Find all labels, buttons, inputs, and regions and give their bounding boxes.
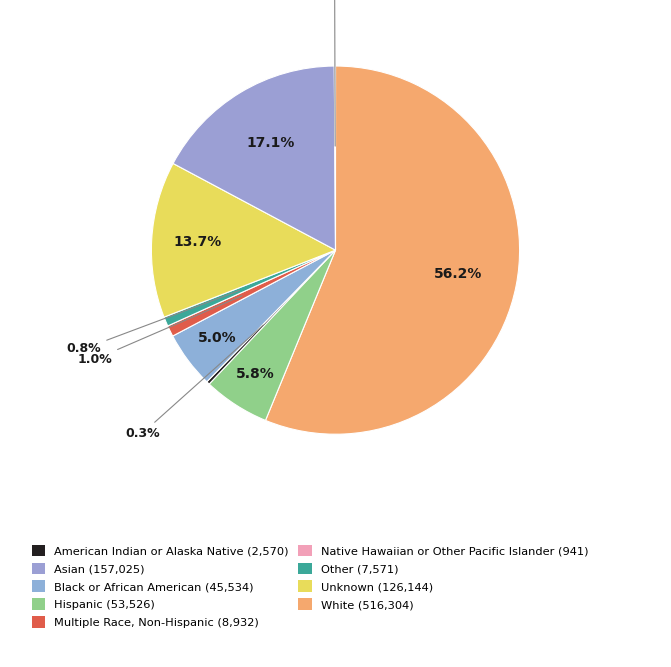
- Text: 0.8%: 0.8%: [66, 290, 240, 356]
- Text: 5.8%: 5.8%: [236, 367, 275, 381]
- Text: 1.0%: 1.0%: [78, 295, 242, 366]
- Wedge shape: [266, 66, 519, 434]
- Wedge shape: [209, 250, 336, 420]
- Wedge shape: [173, 66, 336, 250]
- Text: 0.3%: 0.3%: [125, 325, 263, 440]
- Wedge shape: [152, 163, 336, 317]
- Wedge shape: [207, 250, 336, 384]
- Wedge shape: [168, 250, 336, 336]
- Text: 0.1%: 0.1%: [317, 0, 352, 146]
- Wedge shape: [334, 66, 336, 250]
- Text: 56.2%: 56.2%: [434, 267, 482, 281]
- Legend: American Indian or Alaska Native (2,570), Asian (157,025), Black or African Amer: American Indian or Alaska Native (2,570)…: [28, 541, 592, 632]
- Text: 5.0%: 5.0%: [198, 331, 237, 346]
- Text: 17.1%: 17.1%: [246, 136, 295, 150]
- Text: 13.7%: 13.7%: [174, 235, 222, 249]
- Wedge shape: [164, 250, 336, 326]
- Wedge shape: [172, 250, 336, 382]
